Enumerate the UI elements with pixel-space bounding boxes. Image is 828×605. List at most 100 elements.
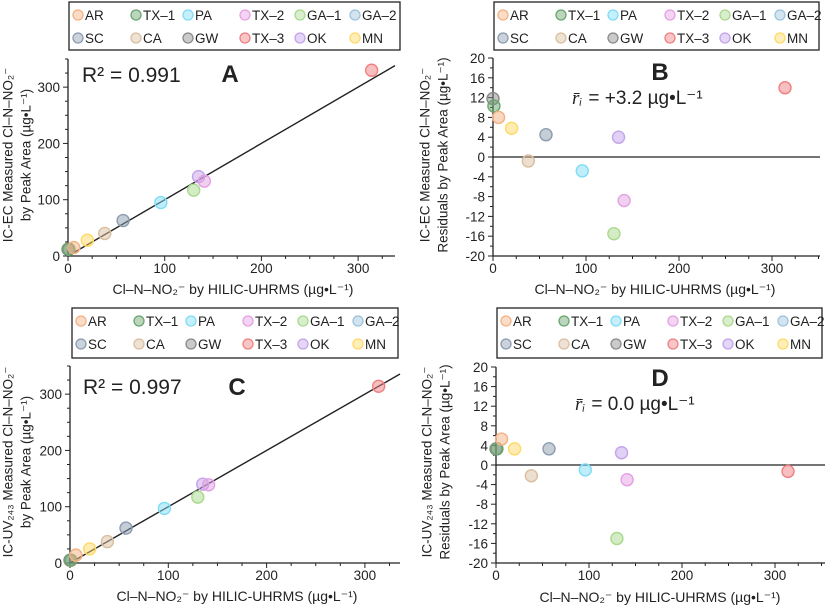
y-tick-label: 300 bbox=[39, 387, 62, 402]
legend-item: GA–2 bbox=[352, 314, 400, 329]
data-point-tx-3 bbox=[778, 80, 792, 95]
legend-box bbox=[496, 307, 823, 359]
data-point-tx-2 bbox=[201, 478, 216, 492]
legend-label: GA–1 bbox=[732, 8, 767, 23]
legend-marker bbox=[242, 315, 254, 327]
y-tick-label: -20 bbox=[465, 249, 485, 264]
legend-label: SC bbox=[513, 337, 532, 352]
data-point-ok bbox=[611, 130, 626, 144]
legend-label: PA bbox=[198, 314, 215, 329]
legend-label: CA bbox=[143, 31, 162, 46]
legend-item: TX–2 bbox=[239, 8, 284, 23]
data-point-sc bbox=[116, 213, 130, 228]
legend-label: PA bbox=[620, 8, 637, 23]
legend-item: GW bbox=[610, 337, 647, 352]
legend-item: TX–1 bbox=[558, 314, 603, 329]
y-tick-label: -12 bbox=[465, 209, 485, 224]
legend-marker bbox=[607, 32, 619, 44]
y-tick-label: -8 bbox=[473, 190, 485, 205]
legend-label: OK bbox=[310, 337, 330, 352]
legend-marker bbox=[72, 32, 84, 44]
panel-letter: A bbox=[221, 61, 238, 88]
legend-marker bbox=[777, 315, 789, 327]
legend-item: OK bbox=[722, 337, 755, 352]
legend-item: CA bbox=[130, 31, 162, 46]
legend-item: GW bbox=[185, 337, 222, 352]
y-tick-label: 8 bbox=[480, 419, 488, 434]
x-tick-label: 300 bbox=[347, 261, 370, 276]
x-tick-label: 200 bbox=[671, 568, 694, 583]
legend-item: OK bbox=[297, 337, 330, 352]
legend-label: GA–2 bbox=[790, 314, 825, 329]
legend-label: PA bbox=[195, 8, 212, 23]
legend-label: GW bbox=[623, 337, 647, 352]
legend-item: TX–1 bbox=[133, 314, 178, 329]
y-tick-label: -16 bbox=[465, 229, 485, 244]
y-tick-label: 200 bbox=[37, 136, 60, 151]
x-tick-label: 0 bbox=[489, 261, 497, 276]
legend-marker bbox=[558, 315, 570, 327]
legend-item: AR bbox=[497, 8, 529, 23]
legend-item: TX–3 bbox=[242, 337, 287, 352]
mean-residual-value: = +3.2 µg•L⁻¹ bbox=[588, 88, 702, 109]
data-point-pa bbox=[154, 195, 168, 210]
legend-label: TX–1 bbox=[143, 8, 175, 23]
legend-label: SC bbox=[510, 31, 529, 46]
legend-label: OK bbox=[307, 31, 327, 46]
legend-label: GA–1 bbox=[735, 314, 770, 329]
legend-marker bbox=[610, 338, 622, 350]
y-tick-label: 12 bbox=[473, 399, 488, 414]
data-point-ga-1 bbox=[610, 531, 624, 546]
legend-item: SC bbox=[72, 31, 104, 46]
data-point-sc bbox=[542, 442, 556, 456]
legend-marker bbox=[75, 315, 87, 327]
y-tick-label: -12 bbox=[468, 517, 488, 532]
legend-item: GA–2 bbox=[349, 8, 397, 23]
legend-item: TX–2 bbox=[242, 314, 287, 329]
y-tick-label: -4 bbox=[473, 170, 485, 185]
r-squared-text: R² = 0.991 bbox=[82, 64, 181, 87]
x-tick-label: 100 bbox=[153, 261, 176, 276]
y-tick-label: 100 bbox=[37, 193, 60, 208]
legend-label: GA–1 bbox=[310, 314, 345, 329]
legend-label: MN bbox=[790, 337, 811, 352]
legend-item: SC bbox=[500, 337, 532, 352]
legend-marker bbox=[352, 338, 364, 350]
y-tick-label: 8 bbox=[477, 110, 485, 125]
y-tick-label: 20 bbox=[470, 51, 485, 66]
data-point-ar bbox=[69, 548, 83, 562]
y-tick-label: 0 bbox=[477, 150, 485, 165]
y-tick-label: 0 bbox=[52, 249, 60, 264]
legend-marker bbox=[497, 9, 509, 21]
x-axis-title: Cl–N–NO₂⁻ by HILIC-UHRMS (µg•L⁻¹) bbox=[117, 588, 358, 604]
legend-label: TX–2 bbox=[680, 314, 712, 329]
legend-item: PA bbox=[185, 314, 215, 329]
legend-label: PA bbox=[623, 314, 640, 329]
legend-label: MN bbox=[787, 31, 808, 46]
legend-item: CA bbox=[133, 337, 165, 352]
legend-label: TX–3 bbox=[677, 31, 709, 46]
mean-residual-text: r̄ᵢ = 0.0 µg•L⁻¹ bbox=[575, 394, 695, 415]
x-axis-title: Cl–N–NO₂⁻ by HILIC-UHRMS (µg•L⁻¹) bbox=[113, 281, 354, 297]
data-point-tx-1 bbox=[487, 99, 501, 113]
legend-marker bbox=[607, 9, 619, 21]
data-point-pa bbox=[157, 501, 172, 516]
y-tick-label: -8 bbox=[476, 497, 488, 512]
x-tick-label: 200 bbox=[668, 261, 691, 276]
panel-letter: C bbox=[228, 374, 245, 401]
legend-marker bbox=[555, 9, 567, 21]
legend-item: MN bbox=[352, 337, 386, 352]
legend-label: AR bbox=[513, 314, 532, 329]
legend-marker bbox=[294, 9, 306, 21]
legend-label: TX–2 bbox=[255, 314, 287, 329]
legend-marker bbox=[239, 9, 251, 21]
legend-item: SC bbox=[497, 31, 529, 46]
regression-line bbox=[69, 373, 401, 564]
legend-item: AR bbox=[75, 314, 107, 329]
legend-label: AR bbox=[85, 8, 104, 23]
legend-marker bbox=[185, 315, 197, 327]
data-point-tx-3 bbox=[371, 379, 386, 393]
legend-item: CA bbox=[558, 337, 590, 352]
legend-marker bbox=[133, 315, 145, 327]
